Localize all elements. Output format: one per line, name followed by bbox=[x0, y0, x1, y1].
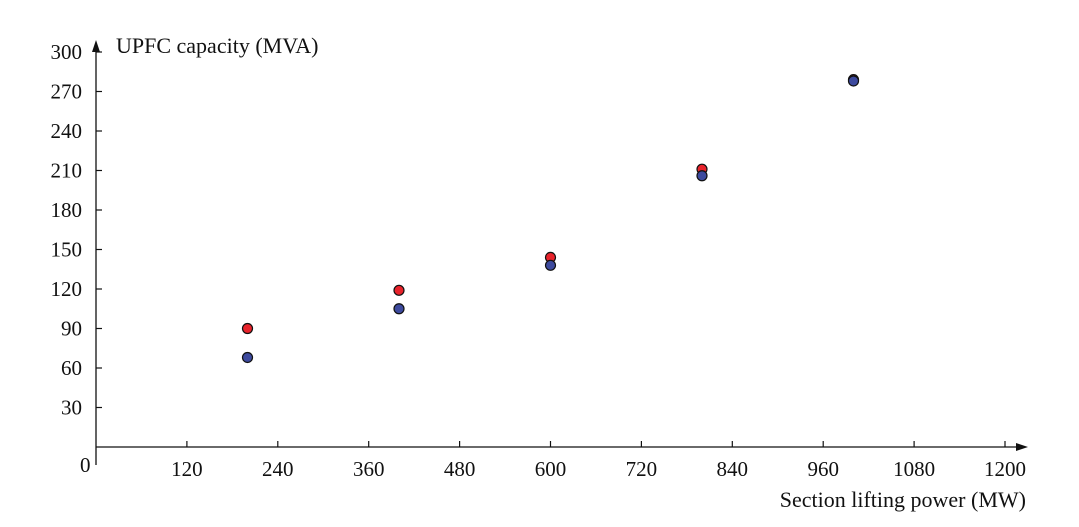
x-tick-label: 960 bbox=[807, 457, 839, 481]
data-points bbox=[241, 74, 860, 364]
x-tick-label: 1080 bbox=[893, 457, 935, 481]
series-blue-point bbox=[241, 351, 254, 364]
series-blue-point bbox=[544, 259, 557, 271]
x-tick-label: 600 bbox=[535, 457, 567, 481]
y-tick-label: 90 bbox=[61, 317, 82, 341]
y-axis-arrow bbox=[92, 40, 100, 52]
series-blue-point bbox=[696, 170, 708, 182]
y-tick-label: 120 bbox=[51, 277, 83, 301]
y-tick-label: 300 bbox=[51, 40, 83, 64]
y-tick-label: 210 bbox=[51, 159, 83, 183]
axes bbox=[92, 40, 1028, 465]
x-tick-label: 720 bbox=[626, 457, 658, 481]
y-tick-label: 30 bbox=[61, 396, 82, 420]
x-tick-label: 840 bbox=[717, 457, 749, 481]
series-red-point bbox=[241, 322, 254, 335]
x-tick-label: 360 bbox=[353, 457, 385, 481]
x-axis-title: Section lifting power (MW) bbox=[780, 487, 1026, 512]
y-axis-title: UPFC capacity (MVA) bbox=[116, 33, 318, 58]
y-tick-label: 270 bbox=[51, 80, 83, 104]
series-blue-point bbox=[847, 75, 860, 87]
series-red-point bbox=[393, 284, 405, 296]
series-blue bbox=[241, 75, 860, 364]
x-tick-label: 480 bbox=[444, 457, 476, 481]
origin-label: 0 bbox=[80, 453, 91, 477]
y-tick-label: 60 bbox=[61, 356, 82, 380]
series-red bbox=[241, 74, 860, 335]
x-tick-label: 120 bbox=[171, 457, 203, 481]
y-tick-label: 240 bbox=[51, 119, 83, 143]
y-tick-label: 150 bbox=[51, 238, 83, 262]
series-blue-point bbox=[393, 303, 405, 315]
x-ticks: 120 240 360 480 600 720 840 960 1080 1200 bbox=[171, 441, 1026, 481]
y-ticks: 30 60 90 120 150 180 210 240 270 300 bbox=[51, 40, 102, 420]
x-tick-label: 240 bbox=[262, 457, 294, 481]
y-tick-label: 180 bbox=[51, 198, 83, 222]
x-tick-label: 1200 bbox=[984, 457, 1026, 481]
x-axis-arrow bbox=[1016, 443, 1028, 451]
